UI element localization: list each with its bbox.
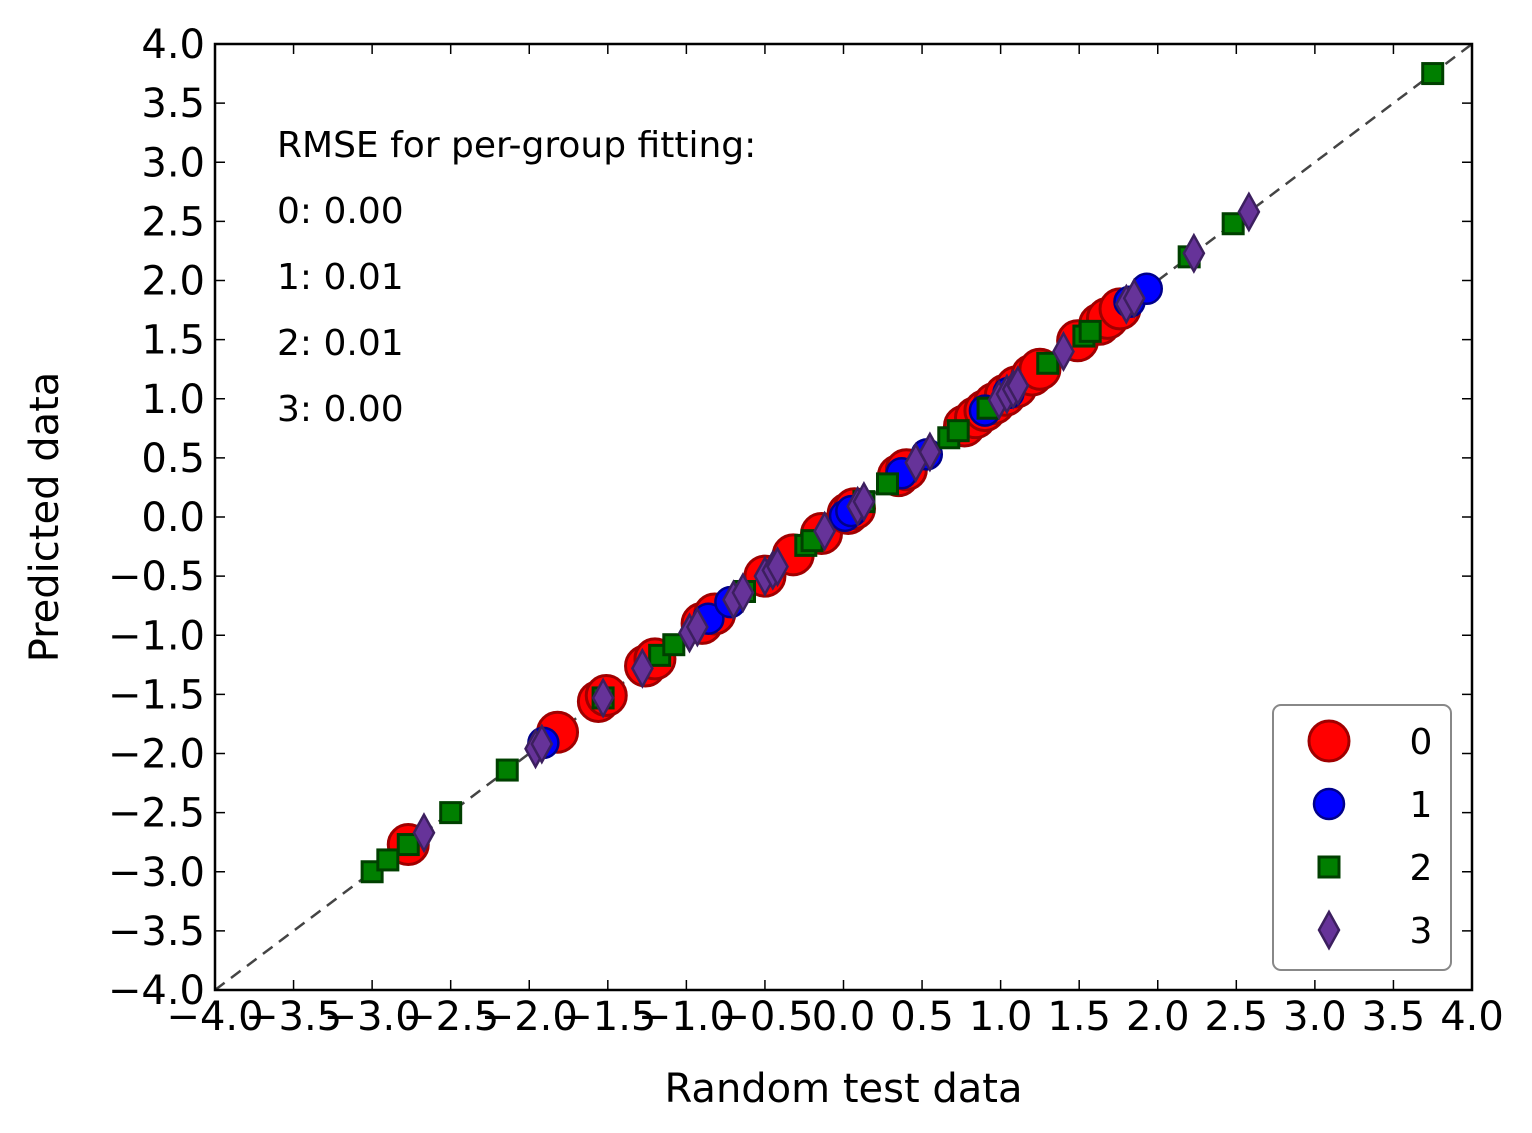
x-tick-label: −1.0 [638,994,735,1040]
y-tick-label: 1.0 [141,377,205,423]
data-point [766,546,789,588]
data-point [875,472,899,496]
data-point [376,848,400,872]
x-tick-label: −3.5 [245,994,342,1040]
data-point [1078,319,1102,343]
y-tick-label: 0.5 [141,436,205,482]
rmse-value: 1: 0.01 [277,257,404,298]
data-point [852,481,876,523]
legend-marker [1317,909,1341,951]
legend-marker [1312,787,1346,821]
rmse-value: 0: 0.00 [277,191,404,232]
data-point [1122,277,1146,319]
y-axis-label: Predicted data [22,372,68,663]
data-marks [360,62,1445,884]
rmse-title: RMSE for per-group fitting: [277,125,756,166]
data-point [396,833,420,857]
legend-marker [1307,719,1351,763]
legend-label: 3 [1410,911,1433,952]
data-point [813,510,837,552]
y-tick-label: −2.0 [108,732,205,778]
y-tick-label: 0.0 [141,495,205,541]
data-point [591,677,615,719]
series-3-points [412,191,1261,854]
data-point [495,758,519,782]
data-point [530,723,554,765]
legend-marker [1317,855,1341,879]
rmse-value: 3: 0.00 [277,389,404,430]
x-tick-label: 2.5 [1205,994,1269,1040]
x-tick-label: −0.5 [716,994,813,1040]
x-tick-label: 3.0 [1283,994,1347,1040]
y-tick-label: −1.5 [108,672,205,718]
data-point [1182,232,1206,274]
x-tick-label: 3.5 [1362,994,1426,1040]
data-point [1237,191,1261,233]
y-tick-label: −0.5 [108,554,205,600]
y-tick-label: 1.5 [141,318,205,364]
data-point [1221,212,1245,236]
data-point [731,572,755,614]
data-point [630,647,654,689]
x-tick-label: −2.5 [402,994,499,1040]
y-tick-label: 2.5 [141,199,205,245]
x-tick-label: 4.0 [1440,994,1504,1040]
x-tick-label: −3.0 [324,994,421,1040]
x-tick-label: −4.0 [166,994,263,1040]
data-point [662,633,686,657]
x-tick-label: 1.5 [1047,994,1111,1040]
legend: 0 1 2 3 [1272,704,1452,971]
data-point [1036,351,1060,375]
y-tick-label: −1.0 [108,613,205,659]
x-tick-label: 1.0 [969,994,1033,1040]
x-tick-label: −2.0 [481,994,578,1040]
rmse-annotation: RMSE for per-group fitting: 0: 0.00 1: 0.0… [277,125,756,430]
y-tick-label: −4.0 [108,968,205,1014]
legend-box [1272,704,1452,971]
rmse-value: 2: 0.01 [277,323,404,364]
legend-label: 0 [1410,722,1433,763]
y-tick-label: 4.0 [141,22,205,68]
data-point [1052,330,1075,373]
y-tick-label: 2.0 [141,259,205,305]
data-point [918,431,942,473]
y-tick-label: −3.0 [108,850,205,896]
x-tick-label: −1.5 [559,994,656,1040]
data-point [685,606,709,648]
x-axis-label: Random test data [665,1066,1023,1112]
y-tick-label: −3.5 [108,909,205,955]
data-point [1006,365,1030,407]
legend-label: 2 [1410,848,1433,889]
x-tick-label: 0.5 [890,994,954,1040]
y-tick-label: 3.0 [141,140,205,186]
data-point [412,812,436,854]
legend-label: 1 [1410,785,1433,826]
data-point [946,419,970,443]
y-tick-label: 3.5 [141,81,205,127]
y-tick-label: −2.5 [108,791,205,837]
data-point [1421,62,1445,86]
data-point [439,801,463,825]
x-tick-label: 2.0 [1126,994,1190,1040]
axis-ticks: −4.0−3.5−3.0−2.5−2.0−1.5−1.0−0.50.0 0.5 1.… [108,22,1504,1040]
x-tick-label: 0.0 [812,994,876,1040]
